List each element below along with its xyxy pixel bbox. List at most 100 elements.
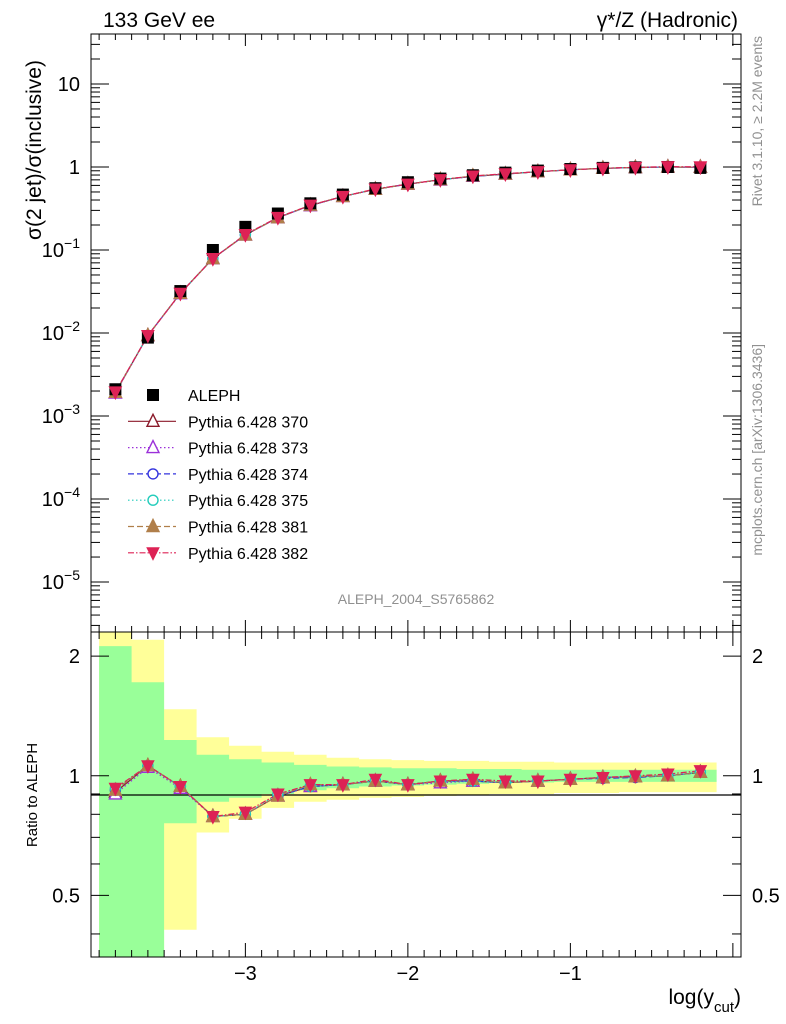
main-mc-point-top <box>108 386 123 400</box>
x-axis-label: log(ycut) <box>668 986 741 1016</box>
ratio-mc-point <box>401 779 415 793</box>
main-y-tick-label-base: 10 <box>42 489 64 511</box>
main-y-tick-label: 10−5 <box>42 567 80 594</box>
x-tick-label: −3 <box>234 963 257 985</box>
main-frame <box>90 33 742 633</box>
mcplots-label: mcplots.cern.ch [arXiv:1306.3436] <box>749 344 765 556</box>
ratio-mc-point <box>303 779 318 793</box>
ratio-y-tick-label: 1 <box>69 766 80 788</box>
ratio-frame <box>90 631 742 958</box>
legend-entry: ALEPH <box>147 388 240 405</box>
ratio-mc-point <box>368 773 383 788</box>
ratio-y-tick-label-right: 1 <box>752 766 763 788</box>
main-mc-point-top <box>368 183 383 198</box>
ratio-mc-point <box>206 810 220 825</box>
ratio-mc-point <box>238 806 253 821</box>
legend-label: Pythia 6.428 382 <box>188 546 308 563</box>
ratio-mc-point <box>531 775 545 790</box>
legend-label: Pythia 6.428 373 <box>188 441 308 458</box>
ratio-mc-point <box>628 770 643 784</box>
ratio-mc-point <box>433 775 448 790</box>
main-mc-point-top <box>401 178 415 193</box>
main-mc-point-top <box>336 190 350 205</box>
main-mc-point-top <box>466 170 480 185</box>
main-mc-point-top <box>661 161 675 175</box>
legend-entry: Pythia 6.428 373 <box>128 439 308 458</box>
ratio-panel: 2 2 1 1 0.5 0.5 −3 −2 −1 <box>52 631 780 985</box>
main-y-tick-label-exp: −1 <box>64 235 80 251</box>
legend-marker <box>145 517 161 533</box>
main-y-tick-label: 10 <box>58 74 80 96</box>
main-data-layer <box>108 158 708 400</box>
main-mc-point-top <box>303 199 318 214</box>
legend-marker <box>146 547 160 561</box>
main-mc-point-top <box>596 162 610 177</box>
main-series-line <box>114 166 701 393</box>
legend-label: Pythia 6.428 374 <box>188 467 308 484</box>
legend-entry: Pythia 6.428 374 <box>128 467 308 484</box>
legend-entry: Pythia 6.428 370 <box>128 412 308 431</box>
legend-marker <box>147 468 159 480</box>
ratio-y-tick-label: 2 <box>69 646 80 668</box>
main-y-tick-label-base: 10 <box>42 572 64 594</box>
main-series-line <box>114 166 701 393</box>
ratio-mc-point <box>141 760 155 774</box>
x-axis-label-main: log(y <box>668 986 714 1009</box>
analysis-tag: ALEPH_2004_S5765862 <box>338 591 495 607</box>
main-y-tick-label-base: 10 <box>42 406 64 428</box>
main-y-tick-label: 10−2 <box>42 318 80 345</box>
header-right: γ*/Z (Hadronic) <box>597 9 738 32</box>
ratio-mc-point <box>108 782 123 797</box>
main-series-line <box>114 166 701 394</box>
ratio-axis-ticks: 2 2 1 1 0.5 0.5 −3 −2 −1 <box>52 632 780 985</box>
main-y-tick-label-base: 10 <box>58 74 80 96</box>
main-mc-point-top <box>693 161 708 175</box>
main-y-tick-label: 10−3 <box>42 401 80 428</box>
legend-label: ALEPH <box>188 388 240 405</box>
x-axis-label-end: ) <box>734 986 741 1009</box>
rivet-version-label: Rivet 3.1.10, ≥ 2.2M events <box>749 36 765 206</box>
legend-label: Pythia 6.428 375 <box>188 493 308 510</box>
ratio-mc-point <box>173 780 188 795</box>
main-y-tick-label-exp: −2 <box>64 318 80 334</box>
main-y-tick-label-exp: −3 <box>64 401 80 417</box>
main-series-line <box>114 166 701 393</box>
main-y-tick-label-base: 10 <box>42 240 64 262</box>
main-mc-point-top <box>271 211 285 226</box>
legend-marker <box>147 494 159 506</box>
legend-entry: Pythia 6.428 381 <box>128 517 308 537</box>
ratio-y-tick-label: 0.5 <box>52 885 80 907</box>
legend-entry: Pythia 6.428 382 <box>128 546 308 563</box>
legend-label: Pythia 6.428 381 <box>188 520 308 537</box>
main-y-tick-label: 1 <box>69 157 80 179</box>
main-mc-point-top <box>628 161 643 176</box>
legend-label: Pythia 6.428 370 <box>188 414 308 431</box>
header-left: 133 GeV ee <box>103 9 215 32</box>
main-series-line <box>114 165 701 393</box>
ratio-y-axis-label: Ratio to ALEPH <box>24 743 41 847</box>
main-mc-point-top <box>141 330 155 344</box>
main-mc-point-top <box>433 174 448 188</box>
main-y-axis-label: σ(2 jet)/σ(inclusive) <box>23 60 46 240</box>
legend-marker <box>145 439 161 454</box>
legend-entry: Pythia 6.428 375 <box>128 493 308 510</box>
ratio-y-tick-label-right: 0.5 <box>752 885 780 907</box>
main-mc-point-top <box>531 166 545 180</box>
main-series-line <box>114 166 701 393</box>
ratio-mc-point <box>271 788 285 803</box>
main-mc-point-top <box>173 287 188 302</box>
ratio-mc-point <box>693 765 708 779</box>
ratio-mc-point <box>661 768 675 783</box>
main-y-tick-label: 10−4 <box>42 484 80 511</box>
ratio-mc-point <box>563 773 578 788</box>
ratio-mc-point <box>336 779 350 793</box>
legend: ALEPH Pythia 6.428 370 Pythia 6.428 373 Pyt… <box>128 388 308 563</box>
ratio-mc-point <box>466 773 480 788</box>
main-y-tick-label-exp: −5 <box>64 567 80 583</box>
ratio-data-layer <box>108 757 708 825</box>
legend-marker <box>147 389 159 401</box>
main-mc-point-top <box>206 252 220 267</box>
